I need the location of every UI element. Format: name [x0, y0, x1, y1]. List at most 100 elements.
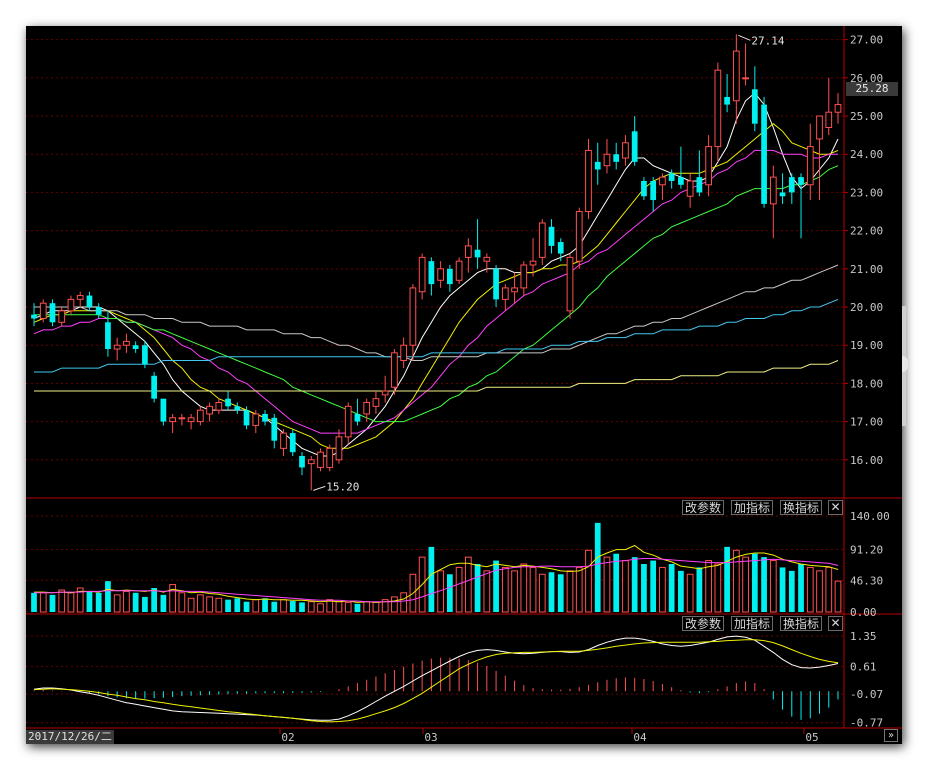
- candle-body: [187, 417, 195, 423]
- candle-body: [391, 352, 398, 388]
- candle-body: [520, 264, 528, 289]
- volume-bar: [631, 557, 638, 612]
- candle-body: [724, 96, 730, 105]
- vol-change-params-button[interactable]: 改参数: [682, 500, 725, 515]
- macd-add-indicator-button[interactable]: 加指标: [731, 616, 774, 631]
- candle-body: [686, 180, 694, 197]
- candle-body: [613, 154, 620, 162]
- price-tick-label: 20.00: [850, 301, 883, 314]
- ma-line: [34, 298, 839, 373]
- candle-body: [234, 406, 241, 411]
- candle-body: [381, 390, 389, 396]
- candle-body: [86, 295, 93, 308]
- volume-bar: [215, 597, 223, 613]
- x-tick-label: 02: [281, 731, 294, 744]
- candle-body: [252, 413, 260, 426]
- candle-body: [243, 410, 250, 426]
- volume-bar: [299, 602, 305, 612]
- volume-bar: [307, 601, 315, 613]
- candle-body: [511, 287, 518, 293]
- volume-bar: [187, 597, 195, 613]
- price-tick-label: 26.00: [850, 72, 883, 85]
- volume-bar: [206, 596, 213, 613]
- candle-body: [575, 211, 583, 262]
- candle-body: [335, 436, 343, 461]
- macd-dif-line: [33, 635, 839, 721]
- macd-tick-label: -0.07: [850, 688, 883, 701]
- candle-body: [714, 69, 722, 148]
- candle-body: [501, 287, 509, 300]
- candle-body: [696, 177, 703, 193]
- candle-body: [751, 89, 758, 124]
- x-tick-label: 05: [805, 731, 818, 744]
- candle-body: [437, 268, 444, 281]
- macd-tick-label: -0.77: [850, 717, 883, 730]
- volume-bar: [446, 574, 453, 612]
- candles: [31, 34, 842, 491]
- volume-bar: [142, 596, 148, 612]
- side-panel-grip[interactable]: [902, 356, 908, 372]
- candle-body: [39, 302, 47, 319]
- volume-bar: [668, 564, 675, 612]
- candle-body: [67, 298, 75, 312]
- volume-bar: [86, 591, 93, 612]
- volume-bar: [557, 574, 564, 612]
- candle-body: [825, 111, 833, 128]
- candle-body: [280, 432, 287, 449]
- candle-body: [363, 402, 371, 415]
- price-tick-label: 16.00: [850, 454, 883, 467]
- volume-bar: [825, 566, 833, 613]
- candle-body: [142, 345, 148, 365]
- ma-line: [33, 92, 839, 457]
- candle-body: [455, 260, 463, 281]
- candle-body: [446, 268, 453, 285]
- volume-bar: [271, 601, 278, 612]
- volume-bar: [511, 570, 518, 613]
- volume-bar: [603, 556, 611, 613]
- volume-bar: [132, 592, 139, 612]
- volume-tick-label: 46.30: [850, 574, 883, 587]
- volume-bar: [151, 588, 158, 612]
- scroll-right-button[interactable]: »: [884, 729, 898, 742]
- volume-bar: [769, 560, 777, 613]
- candle-body: [400, 344, 408, 361]
- candle-body: [289, 433, 296, 453]
- volume-bar: [123, 590, 130, 613]
- candle-body: [160, 398, 167, 422]
- candle-body: [769, 176, 777, 205]
- volume-bar: [641, 564, 647, 612]
- candle-body: [779, 192, 786, 197]
- macd-switch-indicator-button[interactable]: 换指标: [780, 616, 823, 631]
- macd-change-params-button[interactable]: 改参数: [682, 616, 725, 631]
- volume-bar: [262, 598, 268, 612]
- volume-bar: [806, 566, 814, 613]
- macd-close-button[interactable]: ✕: [828, 616, 843, 631]
- volume-bar: [317, 603, 324, 613]
- volume-bar: [160, 594, 167, 612]
- volume-bar: [196, 594, 204, 613]
- vol-close-button[interactable]: ✕: [828, 500, 843, 515]
- volume-bar: [622, 560, 629, 613]
- candle-body: [354, 413, 361, 422]
- candle-body: [548, 226, 555, 246]
- volume-bar: [493, 560, 499, 612]
- volume-bar: [520, 563, 528, 613]
- volume-bar: [280, 599, 287, 613]
- candle-body: [151, 375, 158, 399]
- vol-add-indicator-button[interactable]: 加指标: [731, 500, 774, 515]
- low-arrow: [313, 485, 326, 491]
- volume-bar: [464, 556, 472, 613]
- candle-body: [798, 177, 804, 185]
- volume-bar: [501, 566, 509, 613]
- ma-line: [34, 360, 839, 392]
- volume-bar: [58, 589, 66, 613]
- volume-bar: [169, 584, 176, 613]
- candle-body: [742, 77, 749, 80]
- candle-body: [483, 256, 491, 262]
- volume-bar: [243, 601, 250, 612]
- volume-bar: [751, 553, 758, 612]
- vol-switch-indicator-button[interactable]: 换指标: [780, 500, 823, 515]
- candle-body: [493, 268, 499, 300]
- macd-tick-label: 0.61: [850, 660, 877, 673]
- candle-body: [585, 149, 592, 213]
